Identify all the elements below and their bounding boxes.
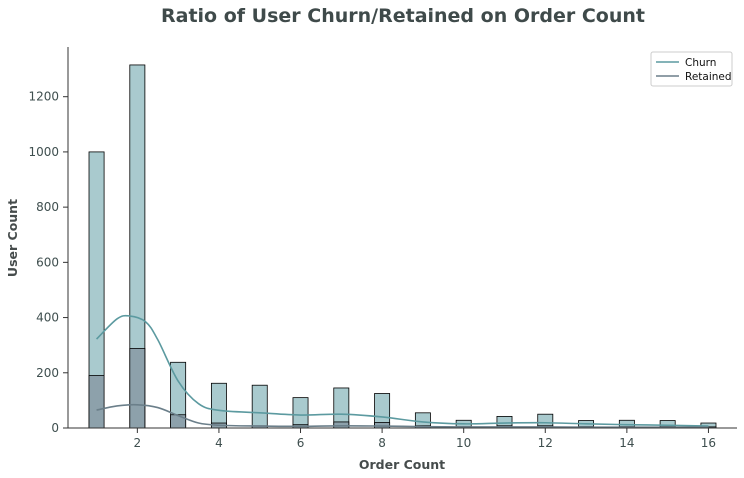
x-tick-label: 8 — [378, 436, 386, 450]
x-axis-ticks: 2 4 6 8 10 12 14 16 — [134, 428, 716, 450]
bar-retained-3 — [170, 414, 187, 429]
legend-label-retained: Retained — [685, 71, 732, 83]
x-tick-label: 6 — [297, 436, 305, 450]
legend: Churn Retained — [650, 51, 733, 87]
y-tick-label: 1000 — [28, 145, 59, 159]
kde-curve-retained — [96, 403, 709, 428]
y-axis-label: User Count — [5, 199, 20, 277]
density-curves — [95, 314, 709, 428]
bar-churn-6 — [292, 397, 309, 429]
x-tick-label: 2 — [134, 436, 142, 450]
chart-title: Ratio of User Churn/Retained on Order Co… — [161, 5, 645, 27]
bar-retained-7 — [333, 421, 350, 429]
bar-churn-4 — [210, 382, 227, 429]
x-axis-label: Order Count — [359, 457, 445, 472]
y-tick-label: 400 — [36, 311, 59, 325]
x-tick-label: 10 — [456, 436, 471, 450]
x-tick-label: 16 — [701, 436, 716, 450]
y-tick-label: 0 — [51, 421, 59, 435]
bar-retained-2 — [129, 348, 146, 429]
legend-frame — [650, 51, 733, 87]
y-tick-label: 200 — [36, 366, 59, 380]
histogram-bars — [88, 64, 717, 429]
bar-retained-1 — [88, 375, 105, 429]
bar-churn-5 — [251, 384, 268, 429]
y-tick-label: 1200 — [28, 90, 59, 104]
kde-curve-churn — [95, 314, 709, 427]
y-tick-label: 800 — [36, 200, 59, 214]
legend-label-churn: Churn — [685, 57, 716, 69]
x-tick-label: 12 — [538, 436, 553, 450]
y-axis-ticks: 0 200 400 600 800 1000 1200 — [28, 90, 68, 435]
x-tick-label: 14 — [619, 436, 634, 450]
x-tick-label: 4 — [215, 436, 223, 450]
y-tick-label: 600 — [36, 255, 59, 269]
